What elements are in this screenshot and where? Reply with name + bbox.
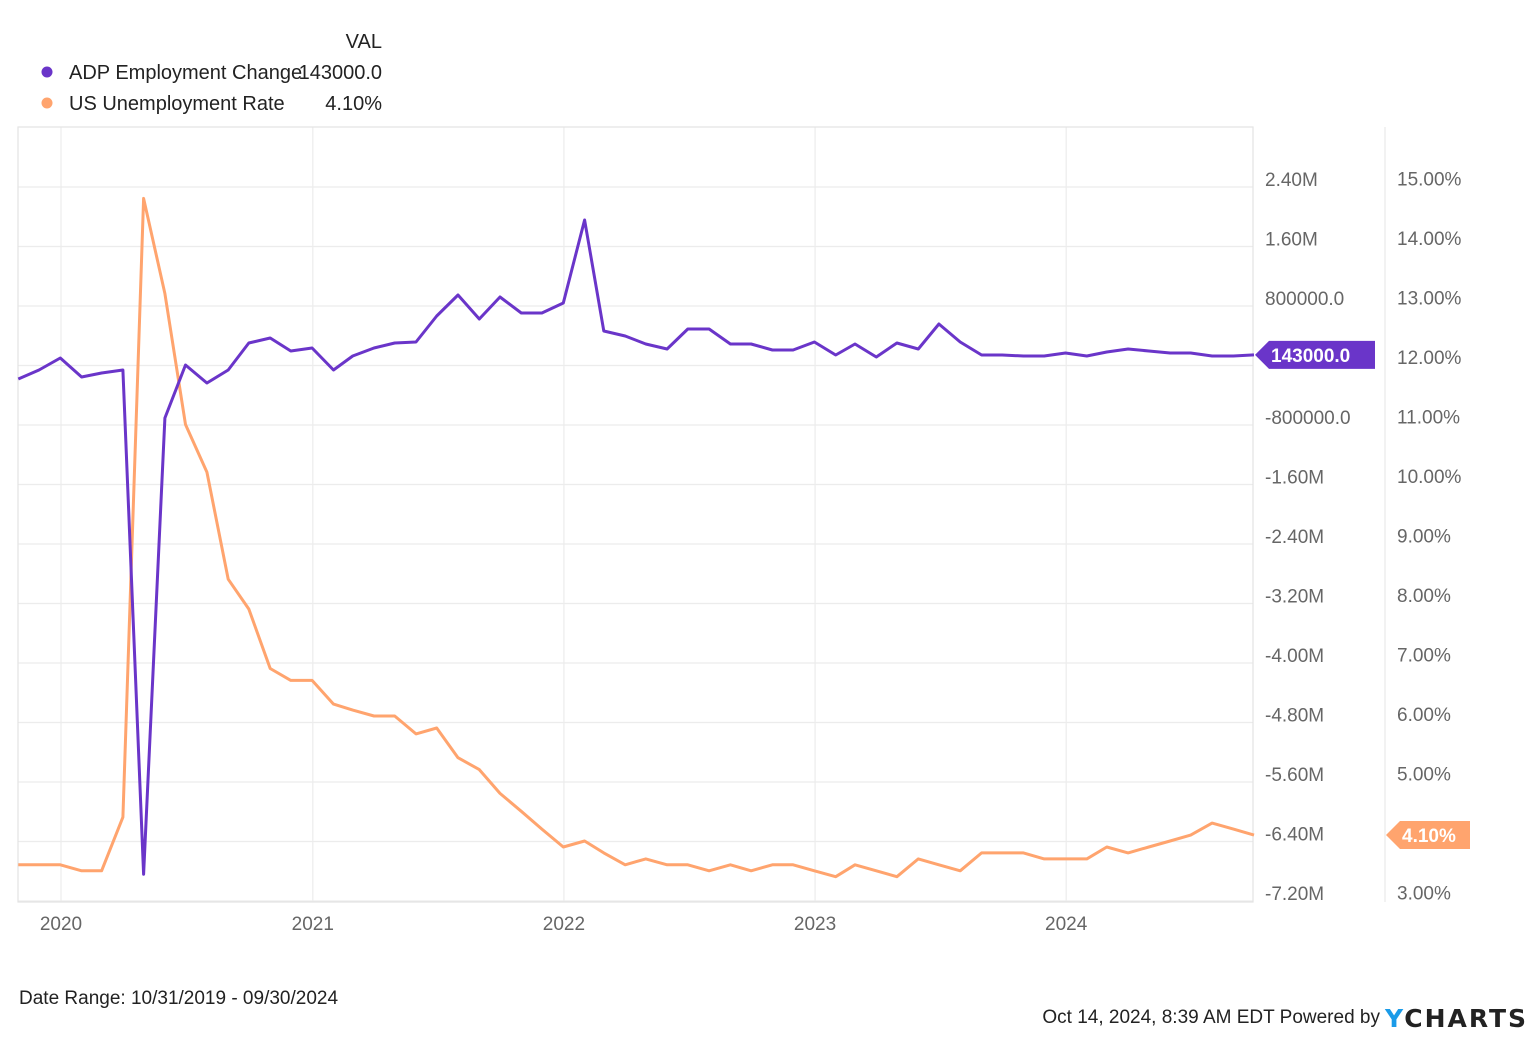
plot-border bbox=[17, 126, 1254, 903]
x-tick-label: 2024 bbox=[1045, 914, 1088, 935]
left-tick-label: 800000.0 bbox=[1265, 289, 1344, 310]
left-tick-label: -2.40M bbox=[1265, 527, 1324, 548]
legend-marker-unemployment bbox=[41, 97, 53, 109]
legend-value-adp: 143000.0 bbox=[299, 62, 382, 84]
last-value-flags: 143000.0 4.10% bbox=[1255, 340, 1470, 850]
right-y-axis: 15.00% 14.00% 13.00% 12.00% 11.00% 10.00% 9.00… bbox=[1397, 170, 1462, 905]
unemployment-last-value-flag: 4.10% bbox=[1386, 821, 1470, 850]
legend-label-unemployment: US Unemployment Rate bbox=[69, 93, 285, 115]
legend-value-unemployment: 4.10% bbox=[325, 93, 382, 115]
right-tick-label: 9.00% bbox=[1397, 527, 1451, 548]
legend-marker-adp bbox=[41, 66, 53, 78]
adp-last-value-flag-text: 143000.0 bbox=[1271, 346, 1350, 367]
left-tick-label: 2.40M bbox=[1265, 170, 1318, 191]
left-tick-label: -6.40M bbox=[1265, 825, 1324, 846]
right-tick-label: 7.00% bbox=[1397, 646, 1451, 667]
x-tick-label: 2020 bbox=[40, 914, 82, 935]
right-tick-label: 13.00% bbox=[1397, 289, 1462, 310]
plot-frame bbox=[17, 126, 1386, 903]
series-lines bbox=[17, 196, 1255, 879]
right-tick-label: 8.00% bbox=[1397, 586, 1451, 607]
right-tick-label: 14.00% bbox=[1397, 229, 1462, 250]
right-tick-label: 3.00% bbox=[1397, 884, 1451, 905]
ycharts-logo[interactable]: YCHARTS bbox=[1384, 1004, 1528, 1033]
legend-label-adp: ADP Employment Change bbox=[69, 62, 302, 84]
left-tick-label: 1.60M bbox=[1265, 230, 1318, 251]
right-tick-label: 10.00% bbox=[1397, 467, 1462, 488]
left-tick-label: -4.00M bbox=[1265, 646, 1324, 667]
left-tick-label: -5.60M bbox=[1265, 765, 1324, 786]
x-tick-label: 2021 bbox=[292, 914, 334, 935]
legend-header: VAL bbox=[346, 31, 382, 53]
x-axis: 2020 2021 2022 2023 2024 bbox=[40, 914, 1088, 935]
left-y-axis: 2.40M 1.60M 800000.0 -800000.0 -1.60M -2.40M -… bbox=[1265, 170, 1351, 905]
right-tick-label: 15.00% bbox=[1397, 170, 1462, 191]
adp-last-value-flag-shape bbox=[1255, 340, 1375, 369]
left-tick-label: -4.80M bbox=[1265, 706, 1324, 727]
us-unemployment-rate-line bbox=[18, 196, 1255, 879]
left-tick-label: -7.20M bbox=[1265, 884, 1324, 905]
right-tick-label: 5.00% bbox=[1397, 765, 1451, 786]
right-tick-label: 11.00% bbox=[1397, 408, 1460, 429]
grid bbox=[18, 127, 1253, 902]
date-range: Date Range: 10/31/2019 - 09/30/2024 bbox=[19, 988, 338, 1009]
unemployment-last-value-flag-text: 4.10% bbox=[1402, 826, 1456, 847]
x-tick-label: 2023 bbox=[794, 914, 836, 935]
left-tick-label: -800000.0 bbox=[1265, 408, 1351, 429]
brand-text: YCHARTS bbox=[1384, 1004, 1528, 1033]
unemployment-last-value-flag-shape bbox=[1386, 821, 1470, 850]
timestamp: Oct 14, 2024, 8:39 AM EDT Powered by bbox=[1042, 1007, 1380, 1028]
right-tick-label: 12.00% bbox=[1397, 348, 1462, 369]
adp-last-value-flag: 143000.0 bbox=[1255, 340, 1375, 369]
adp-employment-change-line bbox=[17, 218, 1255, 876]
right-tick-label: 6.00% bbox=[1397, 705, 1451, 726]
left-tick-label: -3.20M bbox=[1265, 587, 1324, 608]
left-tick-label: -1.60M bbox=[1265, 468, 1324, 489]
legend: VAL ADP Employment Change 143000.0 US Un… bbox=[41, 31, 382, 115]
x-tick-label: 2022 bbox=[543, 914, 585, 935]
